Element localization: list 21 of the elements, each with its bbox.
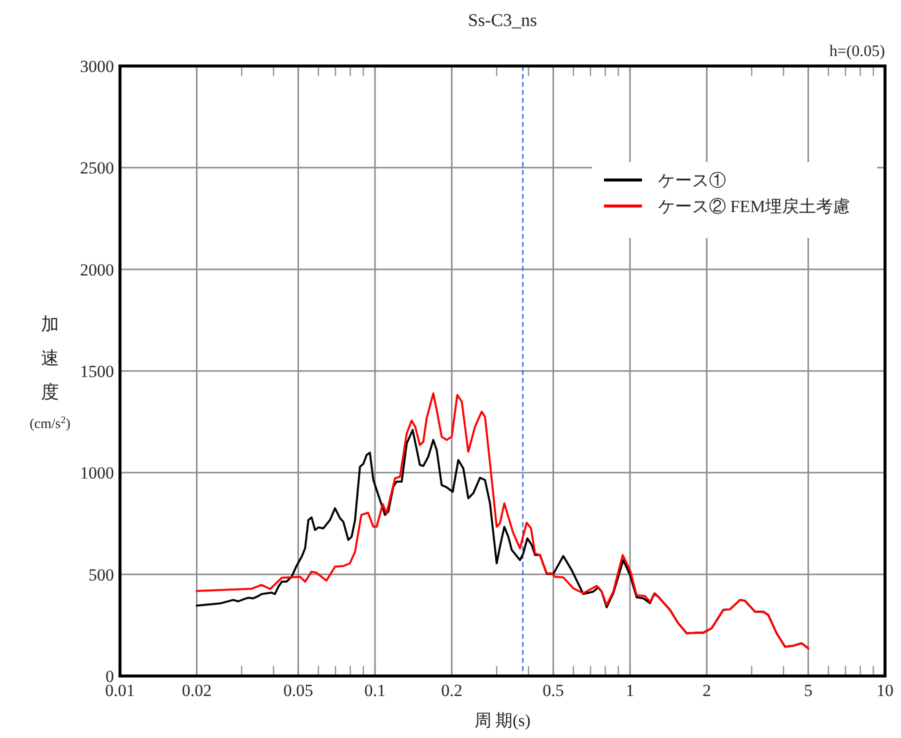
- x-tick-label: 0.1: [364, 681, 386, 700]
- y-tick-label: 3000: [80, 57, 114, 76]
- x-tick-label: 1: [626, 681, 634, 700]
- x-tick-label: 5: [804, 681, 812, 700]
- legend-label: ケース①: [658, 171, 726, 190]
- x-tick-label: 0.05: [283, 681, 314, 700]
- ylabel: 加速度(cm/s$^{2}$): [30, 314, 70, 432]
- y-tick-label: 1500: [80, 362, 114, 381]
- y-tick-label: 2000: [80, 260, 114, 280]
- x-tick-label: 0.2: [441, 681, 462, 700]
- chart-title: Ss-C3_ns: [468, 10, 538, 30]
- x-tick-label: 0.02: [182, 681, 212, 700]
- legend-label: ケース② FEM埋戻土考慮: [658, 197, 850, 216]
- y-tick-label: 500: [88, 565, 114, 584]
- x-tick-label: 2: [702, 681, 712, 700]
- x-tick-label: 10: [876, 681, 894, 700]
- y-tick-label: 1000: [80, 464, 114, 483]
- x-axis-title: 周 期(s): [474, 711, 531, 730]
- y-tick-label: 2500: [80, 158, 114, 178]
- text: h=(0.05): [829, 43, 885, 60]
- x-tick-label: 0.5: [542, 681, 564, 700]
